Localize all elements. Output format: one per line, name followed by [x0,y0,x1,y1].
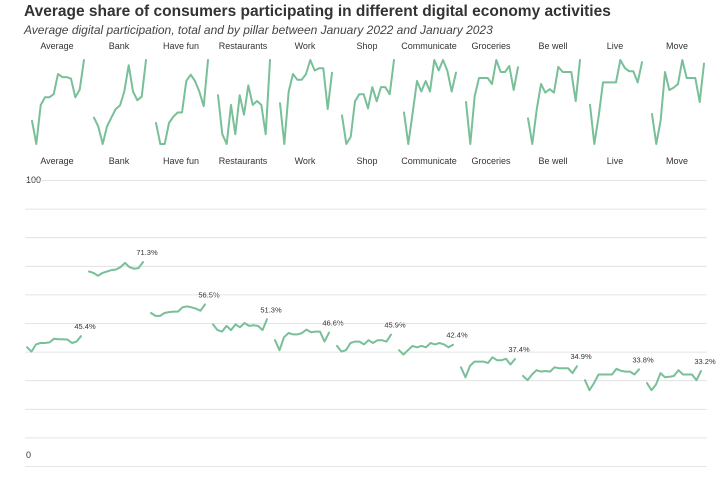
panel-label: Work [295,156,316,166]
panel-label: Have fun [163,156,199,166]
line-work [274,328,330,352]
sparkline-label: Bank [109,41,130,51]
end-value-label: 56.5% [198,290,220,299]
line-have-fun [150,303,206,317]
y-tick-label: 100 [26,175,41,185]
line-live [584,367,640,392]
sparkline-have-fun [155,59,209,145]
end-value-label: 71.3% [136,248,158,257]
sparkline-average [31,59,85,145]
sparkline-label: Live [607,41,624,51]
panel-label: Shop [356,156,377,166]
sparkline-live [589,59,643,145]
sparkline-be-well [527,59,581,145]
line-groceries [460,356,516,379]
line-bank [88,261,144,277]
sparkline-label: Have fun [163,41,199,51]
panel-label: Move [666,156,688,166]
end-value-label: 51.3% [260,305,282,314]
sparkline-label: Shop [356,41,377,51]
end-value-label: 45.9% [384,321,406,330]
panel-label: Live [607,156,624,166]
end-value-label: 42.4% [446,331,468,340]
panel-label: Restaurants [219,156,268,166]
end-value-label: 33.8% [632,355,654,364]
sparkline-label: Restaurants [219,41,268,51]
sparkline-bank [93,59,147,145]
sparkline-label: Average [40,41,73,51]
line-communicate [398,342,454,356]
end-value-label: 33.2% [694,357,716,366]
sparkline-label: Communicate [401,41,457,51]
y-tick-label: 0 [26,450,31,460]
sparkline-communicate [403,59,457,145]
sparkline-groceries [465,59,519,145]
panel-label: Average [40,156,73,166]
sparkline-shop [341,59,395,145]
chart-title: Average share of consumers participating… [24,3,611,20]
sparkline-restaurants [217,59,271,145]
end-value-label: 46.6% [322,319,344,328]
line-average [26,335,82,353]
end-value-label: 37.4% [508,345,530,354]
end-value-label: 34.9% [570,352,592,361]
line-be-well [522,365,578,382]
sparkline-label: Groceries [471,41,511,51]
end-value-label: 45.4% [74,322,96,331]
sparkline-move [651,59,705,145]
line-move [646,369,702,392]
sparkline-work [279,59,333,145]
sparkline-label: Move [666,41,688,51]
line-shop [336,333,392,353]
line-restaurants [212,318,268,333]
sparkline-label: Work [295,41,316,51]
chart-subtitle: Average digital participation, total and… [24,23,493,37]
panel-label: Communicate [401,156,457,166]
panel-label: Bank [109,156,130,166]
panel-label: Be well [538,156,567,166]
sparkline-label: Be well [538,41,567,51]
panel-label: Groceries [471,156,511,166]
